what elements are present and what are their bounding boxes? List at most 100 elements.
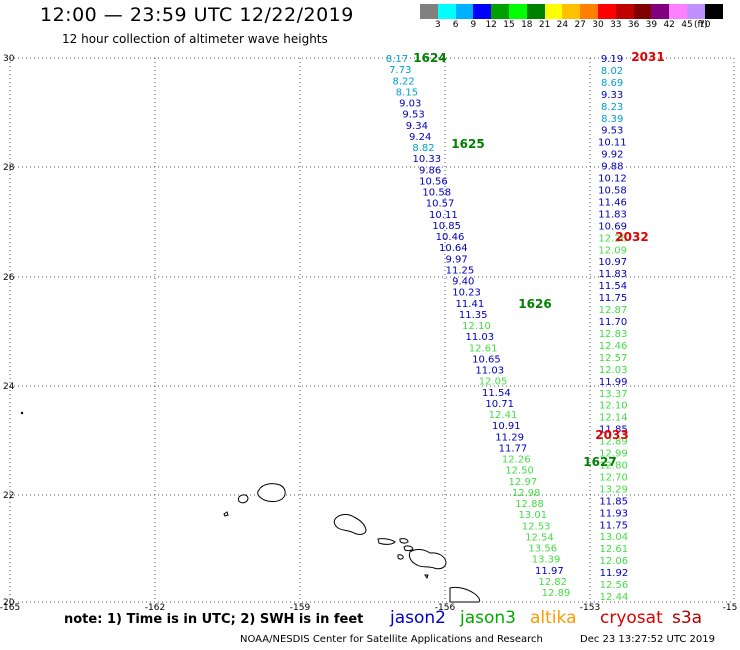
jason3-track-value: 7.73 xyxy=(389,65,411,76)
jason3-track-value: 12.26 xyxy=(502,455,531,466)
cryosat-track-value: 10.58 xyxy=(598,186,627,197)
island-dot xyxy=(20,411,24,415)
scale-label: 24 xyxy=(556,20,569,30)
island-outline xyxy=(377,538,396,545)
jason3-track-value: 10.71 xyxy=(485,399,514,410)
jason3-track-value: 12.05 xyxy=(479,377,508,388)
lat-tick-label: 30 xyxy=(3,54,15,64)
cryosat-track-value: 12.03 xyxy=(599,365,628,376)
jason3-track-value: 11.03 xyxy=(465,332,494,343)
jason3-track-value: 9.24 xyxy=(409,132,431,143)
cryosat-track-value: 10.69 xyxy=(598,221,627,232)
scale-swatch xyxy=(491,4,509,19)
cryosat-track-value: 9.33 xyxy=(601,90,623,101)
lon-tick-label: -162 xyxy=(145,603,165,613)
scale-label: 42 xyxy=(663,20,675,30)
scale-swatch xyxy=(633,4,652,19)
legend-altika: altika xyxy=(530,608,577,628)
cryosat-track-value: 11.83 xyxy=(598,209,627,220)
wave-height-color-scale: 3 6 9 12 15 18 21 24 27 30 33 36 39 42 45 70 (ft) xyxy=(420,4,740,33)
jason3-track-value: 13.56 xyxy=(528,544,557,555)
scale-swatch xyxy=(544,4,563,19)
jason3-track-value: 12.89 xyxy=(542,588,571,599)
scale-swatch xyxy=(420,4,438,19)
island-outline xyxy=(403,545,414,552)
cryosat-track-value: 11.85 xyxy=(599,425,628,436)
cryosat-track-value: 13.37 xyxy=(599,389,628,400)
cryosat-track-value: 8.69 xyxy=(601,78,623,89)
island-outline xyxy=(424,574,429,580)
jason3-track-value: 12.53 xyxy=(522,521,551,532)
cryosat-track-value: 12.87 xyxy=(599,305,628,316)
lon-tick-label: -156 xyxy=(435,603,456,613)
cryosat-track-value: 12.61 xyxy=(600,544,629,555)
cryosat-track-value: 8.23 xyxy=(601,102,623,113)
scale-label: 15 xyxy=(503,20,515,30)
scale-label: 12 xyxy=(485,20,497,30)
footer-credit: NOAA/NESDIS Center for Satellite Applica… xyxy=(240,634,543,645)
jason3-track-value: 11.35 xyxy=(459,310,488,321)
cryosat-track-value: 13.29 xyxy=(599,484,628,495)
lat-tick-label: 22 xyxy=(3,491,14,501)
island-outline xyxy=(237,494,249,504)
scale-label: 70 xyxy=(699,20,711,30)
legend-cryosat: cryosat xyxy=(600,608,663,628)
cryosat-track-value: 10.11 xyxy=(598,138,627,149)
cryosat-track-value: 12.56 xyxy=(600,580,629,591)
jason3-track-value: 13.39 xyxy=(532,555,561,566)
cryosat-track-value: 11.93 xyxy=(599,508,628,519)
jason3-track-value: 12.54 xyxy=(525,532,554,543)
note-text: note: 1) Time is in UTC; 2) SWH is in fe… xyxy=(64,612,364,627)
cryosat-track-value: 12.80 xyxy=(599,460,628,471)
lon-tick-label: -15 xyxy=(723,603,738,613)
lat-tick-label: 28 xyxy=(3,163,15,173)
scale-swatch xyxy=(651,4,670,19)
jason3-track-value: 12.97 xyxy=(509,477,538,488)
jason3-track-value: 11.77 xyxy=(499,443,528,454)
jason3-track-value: 10.58 xyxy=(422,188,451,199)
scale-swatch xyxy=(562,4,581,19)
cryosat-track-value: 11.46 xyxy=(598,197,627,208)
jason3-track-value: 12.82 xyxy=(538,577,567,588)
scale-label: 45 xyxy=(681,20,693,30)
pass-time-label: 2031 xyxy=(631,50,664,64)
scale-label: 33 xyxy=(610,20,622,30)
cryosat-track-value: 12.09 xyxy=(598,245,627,256)
cryosat-track-value: 11.75 xyxy=(599,520,628,531)
jason3-track-value: 11.41 xyxy=(456,299,485,310)
pass-time-label: 2033 xyxy=(595,428,628,442)
jason3-track-value: 11.29 xyxy=(495,432,524,443)
cryosat-track-value: 9.92 xyxy=(601,150,623,161)
jason3-track-value: 11.03 xyxy=(475,366,504,377)
cryosat-track-value: 12.44 xyxy=(600,592,629,603)
lon-tick-label: -153 xyxy=(580,603,600,613)
island-outline xyxy=(257,483,286,502)
jason3-track-value: 10.46 xyxy=(436,232,465,243)
cryosat-track-value: 11.54 xyxy=(599,281,628,292)
scale-swatch xyxy=(597,4,616,19)
cryosat-track-value: 12.70 xyxy=(599,472,628,483)
jason3-track-value: 8.82 xyxy=(412,143,434,154)
footer-timestamp: Dec 23 13:27:52 UTC 2019 xyxy=(580,634,715,645)
jason3-track-value: 13.01 xyxy=(518,510,547,521)
jason3-track-value: 10.56 xyxy=(419,176,448,187)
jason3-track-value: 10.23 xyxy=(452,288,481,299)
jason3-track-value: 10.65 xyxy=(472,354,501,365)
cryosat-track-value: 12.10 xyxy=(599,401,628,412)
cryosat-track-value: 12.99 xyxy=(599,449,628,460)
lat-tick-label: 20 xyxy=(3,598,15,608)
scale-swatch xyxy=(704,4,723,19)
scale-swatch xyxy=(455,4,474,19)
island-outline xyxy=(408,549,447,570)
cryosat-track-value: 12.26 xyxy=(598,233,627,244)
jason3-track-value: 12.41 xyxy=(489,410,518,421)
jason3-track-value: 10.85 xyxy=(432,221,461,232)
scale-label: 21 xyxy=(538,20,551,30)
jason3-track-value: 12.10 xyxy=(462,321,491,332)
lon-tick-label: -159 xyxy=(290,603,311,613)
island-outline xyxy=(397,554,404,560)
jason3-track-value: 9.86 xyxy=(419,165,441,176)
pass-time-label: 1627 xyxy=(583,455,616,469)
jason3-track-value: 9.40 xyxy=(452,277,474,288)
island-outline xyxy=(333,514,367,535)
